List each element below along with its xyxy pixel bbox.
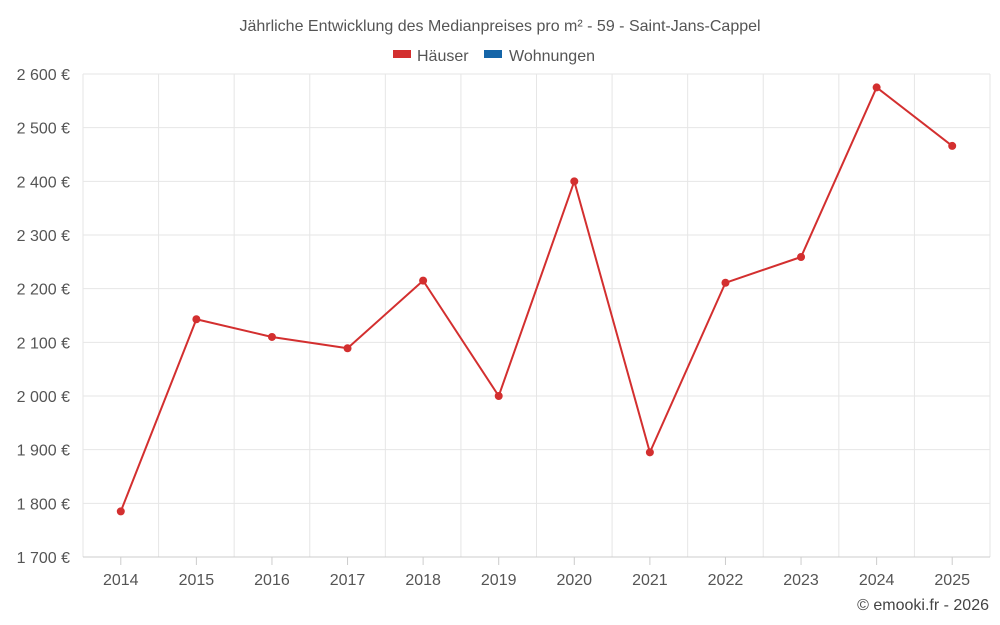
axes: 1 700 € 1 800 € 1 900 € 2 000 € 2 100 € 2 200…: [17, 67, 990, 589]
y-tick-label: 1 800 €: [17, 496, 70, 513]
x-tick-label: 2016: [254, 572, 290, 589]
series-haeuser: [116, 83, 957, 516]
x-tick-label: 2018: [405, 572, 441, 589]
data-point[interactable]: [570, 177, 579, 186]
chart-title: Jährliche Entwicklung des Medianpreises …: [239, 18, 760, 35]
data-point[interactable]: [419, 276, 428, 285]
data-point[interactable]: [948, 141, 957, 150]
data-point[interactable]: [797, 253, 806, 262]
series-line: [119, 86, 953, 512]
y-tick-label: 2 600 €: [17, 67, 70, 84]
legend-swatch-wohnungen: [484, 50, 502, 58]
legend-item-haeuser[interactable]: Häuser: [393, 48, 469, 65]
legend: Häuser Wohnungen: [393, 48, 595, 65]
data-point[interactable]: [267, 332, 276, 341]
y-tick-label: 2 500 €: [17, 121, 70, 138]
data-point[interactable]: [645, 448, 654, 457]
data-point[interactable]: [192, 315, 201, 324]
x-tick-label: 2015: [179, 572, 215, 589]
x-tick-label: 2022: [708, 572, 744, 589]
x-tick-label: 2014: [103, 572, 139, 589]
x-tick-label: 2021: [632, 572, 668, 589]
x-tick-label: 2024: [859, 572, 895, 589]
grid: [82, 73, 991, 558]
data-point[interactable]: [721, 278, 730, 287]
x-tick-label: 2019: [481, 572, 517, 589]
data-point[interactable]: [494, 392, 503, 400]
legend-item-wohnungen[interactable]: Wohnungen: [484, 48, 595, 65]
y-tick-label: 1 900 €: [17, 443, 70, 460]
y-tick-label: 2 300 €: [17, 228, 70, 245]
data-point[interactable]: [872, 83, 881, 92]
y-tick-label: 2 400 €: [17, 174, 70, 191]
y-tick-label: 2 200 €: [17, 282, 70, 299]
x-tick-label: 2023: [783, 572, 819, 589]
data-point[interactable]: [343, 344, 352, 353]
legend-label-haeuser: Häuser: [417, 48, 469, 65]
x-tick-label: 2025: [934, 572, 970, 589]
legend-swatch-haeuser: [393, 50, 411, 58]
y-tick-label: 2 100 €: [17, 335, 70, 352]
data-point[interactable]: [116, 507, 125, 516]
x-tick-label: 2020: [556, 572, 592, 589]
legend-label-wohnungen: Wohnungen: [509, 48, 595, 65]
y-tick-label: 2 000 €: [17, 389, 70, 406]
y-tick-label: 1 700 €: [17, 550, 70, 567]
x-tick-label: 2017: [330, 572, 366, 589]
credit-text: © emooki.fr - 2026: [857, 597, 989, 614]
